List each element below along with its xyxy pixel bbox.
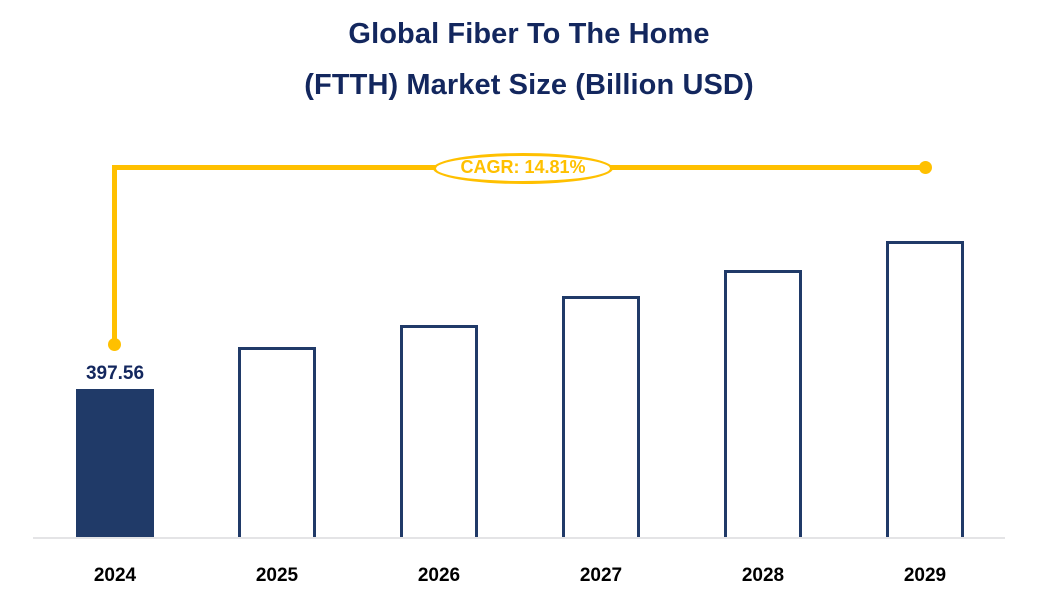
cagr-connector-vertical-line (112, 165, 117, 345)
cagr-connector-left-line (115, 165, 440, 170)
x-axis-baseline (33, 537, 1005, 539)
bar-2029[interactable] (886, 241, 964, 538)
x-axis-label-2027: 2027 (579, 565, 623, 586)
x-axis-label-2029: 2029 (903, 565, 947, 586)
cagr-badge-label: CAGR: 14.81% (460, 157, 586, 177)
bar-2028[interactable] (724, 270, 802, 538)
x-axis-label-2026: 2026 (417, 565, 461, 586)
cagr-start-dot (108, 338, 121, 351)
cagr-connector-right-line (605, 165, 927, 170)
chart-title-line-2: (FTTH) Market Size (Billion USD) (304, 69, 754, 101)
x-axis-label-2028: 2028 (741, 565, 785, 586)
bar-2026[interactable] (400, 325, 478, 538)
bar-2025[interactable] (238, 347, 316, 538)
x-axis-label-2024: 2024 (93, 565, 137, 586)
cagr-badge-ellipse (433, 153, 613, 184)
bar-value-label-2024: 397.56 (85, 363, 145, 384)
cagr-end-dot (919, 161, 932, 174)
x-axis-label-2025: 2025 (255, 565, 299, 586)
bar-2027[interactable] (562, 296, 640, 538)
chart-title-line-1: Global Fiber To The Home (348, 18, 710, 50)
bar-2024[interactable] (76, 389, 154, 538)
chart-title: Global Fiber To The Home (FTTH) Market S… (0, 20, 1058, 100)
